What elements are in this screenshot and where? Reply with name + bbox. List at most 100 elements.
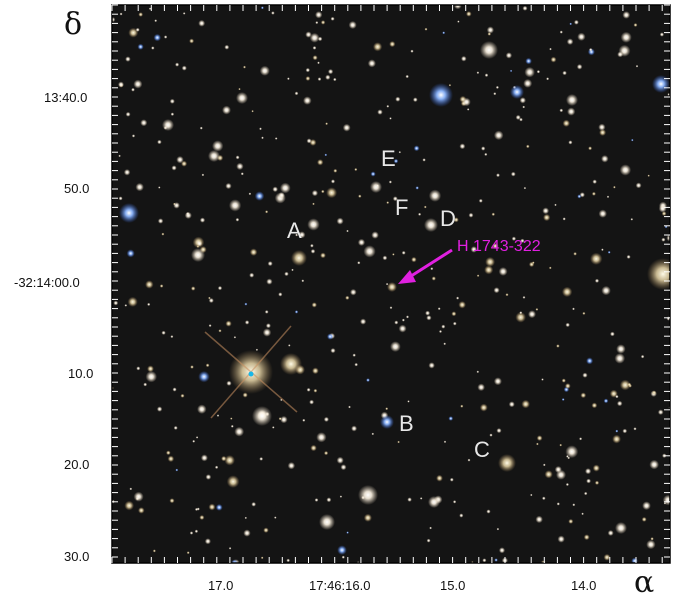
star: [470, 246, 478, 253]
star: [579, 437, 583, 441]
star: [496, 428, 502, 434]
star: [565, 445, 579, 459]
star: [312, 55, 318, 61]
star: [346, 229, 349, 233]
star: [410, 49, 414, 53]
bright-star: [424, 218, 438, 232]
star: [124, 500, 135, 511]
star: [451, 311, 457, 317]
star: [306, 387, 311, 392]
star: [278, 192, 285, 199]
star: [208, 503, 216, 511]
star: [181, 160, 188, 167]
star: [522, 295, 526, 299]
bright-star: [319, 514, 335, 530]
star: [339, 495, 343, 498]
star: [199, 217, 206, 223]
star: [135, 27, 140, 32]
star: [145, 280, 154, 289]
star: [333, 77, 337, 82]
star: [326, 497, 332, 503]
bright-star: [236, 92, 248, 104]
star: [152, 549, 156, 553]
star: [525, 144, 530, 149]
star: [354, 167, 358, 172]
star: [303, 96, 312, 105]
star: [176, 155, 184, 164]
star: [479, 403, 488, 412]
star: [498, 267, 508, 276]
star: [386, 104, 390, 108]
star: [199, 126, 203, 130]
star: [190, 286, 196, 291]
star: [279, 182, 291, 194]
star: [598, 209, 607, 218]
star: [442, 31, 446, 35]
star: [175, 468, 179, 472]
bright-star: [647, 258, 670, 290]
star: [342, 123, 351, 132]
star: [321, 189, 325, 194]
star: [649, 459, 660, 470]
star: [389, 117, 392, 120]
star: [405, 315, 410, 319]
star: [280, 415, 288, 424]
star: [443, 440, 447, 444]
star: [493, 92, 497, 96]
star: [135, 182, 144, 192]
star: [333, 168, 338, 173]
star: [225, 182, 232, 190]
star: [140, 119, 148, 127]
star: [287, 77, 290, 81]
star: [385, 407, 389, 411]
star: [298, 231, 306, 239]
star: [157, 218, 164, 224]
star: [585, 468, 592, 475]
star: [264, 310, 269, 314]
tick-marks: [111, 4, 670, 563]
star: [326, 333, 334, 340]
star: [453, 217, 459, 223]
star: [419, 497, 423, 500]
star: [607, 250, 611, 254]
star: [577, 194, 582, 199]
star-label-d: D: [440, 206, 456, 231]
target-arrow: [398, 248, 453, 284]
bright-star: [480, 41, 498, 59]
star: [224, 44, 230, 50]
star: [186, 551, 190, 555]
star: [498, 547, 506, 554]
star: [543, 213, 551, 222]
star: [147, 365, 154, 373]
star: [354, 362, 358, 367]
star: [569, 22, 573, 26]
bright-star: [652, 75, 670, 93]
star: [426, 538, 431, 543]
star: [262, 328, 272, 337]
star: [352, 353, 356, 357]
star: [360, 318, 367, 325]
star: [389, 40, 396, 48]
bright-star: [162, 119, 174, 131]
star: [616, 344, 626, 354]
star: [423, 205, 427, 209]
star: [586, 478, 591, 484]
star: [370, 171, 376, 177]
star: [336, 217, 344, 225]
bright-star: [498, 454, 516, 472]
star: [284, 271, 289, 277]
star: [505, 293, 509, 297]
star: [266, 278, 273, 285]
star: [390, 341, 401, 352]
star: [138, 12, 144, 17]
star: [620, 31, 632, 43]
star: [198, 19, 206, 27]
star: [549, 47, 552, 51]
star: [413, 145, 420, 152]
star: [218, 329, 222, 333]
star: [550, 56, 557, 63]
star: [170, 335, 174, 339]
star: [662, 494, 670, 506]
star: [151, 46, 155, 50]
star: [272, 426, 275, 429]
